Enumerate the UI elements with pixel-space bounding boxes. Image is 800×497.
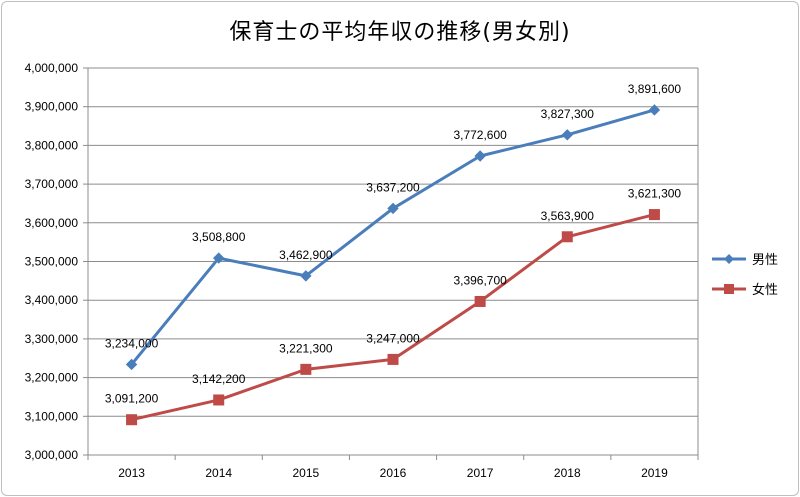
series-line-2 xyxy=(131,213,655,422)
data-point-marker xyxy=(300,363,312,375)
y-tick-label: 3,000,000 xyxy=(25,448,79,462)
legend-label: 女性 xyxy=(752,282,778,298)
y-tick-label: 3,600,000 xyxy=(25,216,79,230)
legend-marker xyxy=(724,284,734,294)
x-tick-label: 2016 xyxy=(380,466,407,480)
data-label: 3,247,000 xyxy=(366,331,420,345)
y-tick-label: 3,800,000 xyxy=(25,138,79,152)
data-label: 3,462,900 xyxy=(279,248,333,262)
y-tick-label: 4,000,000 xyxy=(25,61,79,75)
data-point-marker xyxy=(648,209,660,221)
legend-label: 男性 xyxy=(752,253,778,268)
y-tick-label: 3,200,000 xyxy=(25,371,79,385)
data-point-marker xyxy=(300,270,312,282)
y-tick-label: 3,500,000 xyxy=(25,255,79,269)
data-point-marker xyxy=(387,202,399,215)
legend-marker xyxy=(724,254,734,264)
data-label: 3,827,300 xyxy=(541,107,595,121)
x-tick-label: 2014 xyxy=(205,466,232,480)
data-label: 3,221,300 xyxy=(279,341,333,355)
data-point-marker xyxy=(474,150,486,162)
data-label: 3,142,200 xyxy=(192,372,246,386)
x-tick-label: 2017 xyxy=(467,466,494,480)
chart-title: 保育士の平均年収の推移(男女別) xyxy=(229,20,571,45)
y-tick-label: 3,100,000 xyxy=(25,409,79,423)
x-tick-label: 2015 xyxy=(293,466,320,480)
data-point-marker xyxy=(125,358,138,371)
y-tick-label: 3,300,000 xyxy=(25,332,79,346)
data-label: 3,637,200 xyxy=(366,180,420,194)
data-point-marker xyxy=(648,104,661,116)
x-tick-label: 2018 xyxy=(554,466,581,480)
data-label: 3,563,900 xyxy=(541,209,595,223)
data-label: 3,234,000 xyxy=(105,336,159,350)
y-tick-label: 3,900,000 xyxy=(25,100,79,114)
data-label: 3,772,600 xyxy=(453,128,507,142)
data-label: 3,891,600 xyxy=(628,82,682,96)
data-label: 3,621,300 xyxy=(628,187,682,201)
data-label: 3,091,200 xyxy=(105,392,159,406)
y-tick-label: 3,400,000 xyxy=(25,293,79,307)
data-point-marker xyxy=(213,252,225,264)
x-tick-label: 2019 xyxy=(641,466,668,480)
data-point-marker xyxy=(561,231,573,243)
x-tick-label: 2013 xyxy=(118,466,145,480)
data-point-marker xyxy=(126,414,138,426)
data-point-marker xyxy=(561,129,573,141)
data-point-marker xyxy=(387,353,399,365)
data-point-marker xyxy=(213,394,225,406)
data-label: 3,508,800 xyxy=(192,230,246,244)
y-tick-label: 3,700,000 xyxy=(25,177,79,191)
data-label: 3,396,700 xyxy=(453,273,507,287)
data-point-marker xyxy=(474,295,486,307)
